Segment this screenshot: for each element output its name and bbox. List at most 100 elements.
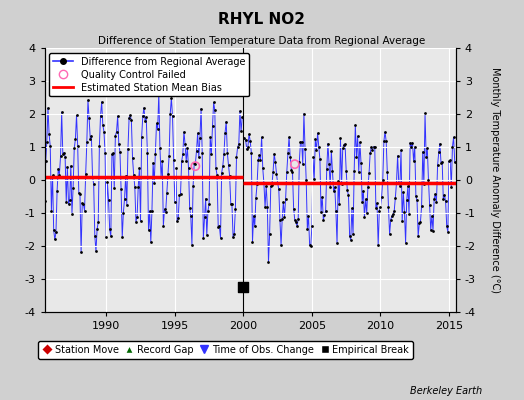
Point [380, 138, 388, 144]
Point [117, 186, 125, 192]
Point [159, 222, 168, 229]
Point [87, 133, 95, 139]
Point [345, 233, 354, 239]
Point [69, 185, 78, 191]
Point [358, 198, 366, 205]
Point [181, 141, 189, 148]
Point [374, 242, 383, 248]
Point [450, 134, 458, 140]
Point [137, 133, 146, 140]
Point [133, 214, 141, 220]
Point [321, 208, 330, 215]
Point [289, 205, 298, 212]
Point [97, 99, 106, 105]
Point [206, 134, 214, 140]
Point [142, 114, 150, 121]
Point [60, 149, 68, 156]
Point [363, 210, 371, 216]
Point [424, 176, 433, 183]
Point [167, 95, 176, 101]
Point [89, 174, 97, 180]
Point [248, 239, 257, 245]
Point [435, 140, 444, 147]
Point [158, 158, 167, 165]
Point [264, 259, 272, 265]
Point [408, 140, 417, 146]
Point [226, 200, 235, 207]
Point [332, 208, 340, 214]
Point [334, 178, 342, 184]
Point [287, 166, 296, 173]
Point [267, 183, 275, 190]
Point [154, 126, 162, 132]
Point [390, 208, 398, 214]
Point [388, 213, 396, 219]
Point [428, 213, 436, 219]
Point [415, 220, 423, 226]
Point [326, 184, 334, 190]
Point [79, 201, 88, 207]
Point [285, 134, 293, 140]
Point [245, 131, 253, 137]
Point [246, 138, 254, 144]
Point [378, 177, 387, 183]
Point [447, 184, 455, 190]
Point [106, 233, 115, 239]
Point [179, 151, 187, 158]
Point [294, 216, 302, 222]
Point [269, 169, 277, 175]
Point [99, 122, 107, 128]
Point [250, 222, 259, 229]
Point [211, 107, 219, 114]
Point [238, 114, 246, 120]
Point [401, 240, 410, 246]
Point [262, 183, 270, 189]
Point [108, 151, 116, 158]
Point [148, 208, 156, 214]
Point [149, 160, 157, 166]
Point [42, 138, 51, 145]
Point [423, 145, 431, 152]
Point [96, 112, 105, 119]
Point [70, 145, 79, 152]
Point [439, 196, 447, 202]
Point [222, 118, 231, 125]
Point [72, 112, 81, 118]
Point [68, 210, 76, 217]
Point [64, 201, 73, 207]
Point [268, 182, 276, 188]
Point [188, 242, 196, 248]
Point [335, 200, 344, 207]
Point [368, 146, 377, 153]
Point [305, 242, 314, 248]
Point [183, 145, 192, 151]
Point [109, 150, 117, 156]
Point [80, 207, 89, 214]
Point [178, 158, 186, 164]
Point [168, 113, 177, 120]
Point [151, 150, 160, 157]
Point [136, 218, 145, 224]
Point [212, 165, 220, 172]
Point [134, 184, 143, 190]
Point [373, 200, 381, 206]
Point [288, 168, 297, 175]
Point [47, 207, 56, 214]
Point [59, 151, 67, 157]
Point [396, 182, 404, 189]
Point [434, 149, 443, 156]
Point [93, 226, 101, 232]
Point [295, 158, 303, 165]
Point [194, 154, 203, 160]
Point [135, 165, 144, 172]
Point [317, 208, 325, 215]
Point [260, 180, 268, 186]
Point [119, 209, 127, 216]
Point [302, 177, 310, 184]
Point [103, 179, 112, 186]
Point [403, 183, 412, 190]
Point [420, 181, 428, 187]
Point [94, 219, 102, 225]
Point [308, 223, 316, 229]
Point [184, 164, 193, 171]
